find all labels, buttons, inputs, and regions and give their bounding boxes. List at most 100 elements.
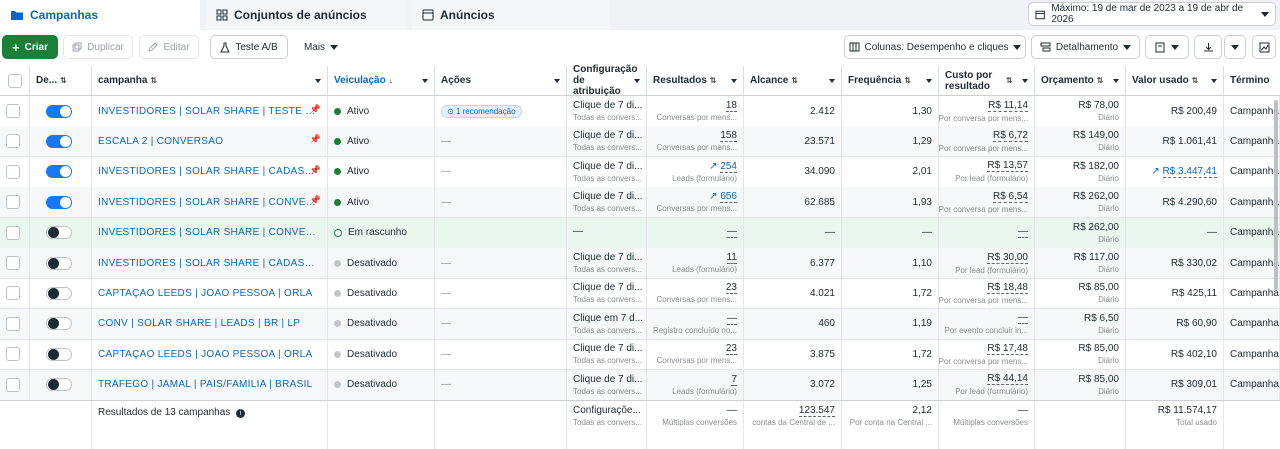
delivery-toggle[interactable] bbox=[46, 226, 72, 240]
delivery-toggle[interactable] bbox=[46, 195, 72, 209]
campaign-name-link[interactable]: INVESTIDORES | SOLAR SHARE | CONVERSÃO bbox=[98, 196, 320, 208]
header-budget[interactable]: Orçamento ⇅ bbox=[1035, 66, 1126, 96]
campaign-name-link[interactable]: CONV | SOLAR SHARE | LEADS | BR | LP bbox=[98, 318, 301, 330]
delivery-toggle[interactable] bbox=[46, 347, 72, 361]
budget-value[interactable]: R$ 78,00 bbox=[1078, 100, 1119, 111]
row-checkbox[interactable] bbox=[6, 225, 20, 240]
table-row[interactable]: INVESTIDORES | SOLAR SHARE | CONVERSÃO 📌 A… bbox=[0, 187, 1280, 219]
info-icon[interactable]: i bbox=[236, 409, 246, 418]
cpr-value[interactable]: R$ 6,54 bbox=[992, 190, 1028, 203]
table-row[interactable]: TRÁFEGO | JAMAL | PAIS/FAMÍLIA | BRASIL D… bbox=[0, 369, 1280, 401]
budget-value[interactable]: R$ 6,50 bbox=[1083, 312, 1119, 324]
cpr-value[interactable]: R$ 18,48 bbox=[987, 281, 1028, 294]
pin-icon[interactable]: 📌 bbox=[309, 134, 321, 145]
delivery-toggle[interactable] bbox=[46, 134, 72, 148]
header-cost-per-result[interactable]: Custo por resultado ⇅ bbox=[939, 66, 1035, 96]
results-value[interactable]: 656 bbox=[720, 191, 737, 204]
breakdown-button[interactable]: Detalhamento bbox=[1031, 35, 1140, 59]
row-checkbox[interactable] bbox=[6, 134, 20, 149]
campaign-name-link[interactable]: CAPTAÇÃO LEEDS | JOAO PESSOA | ORLA bbox=[98, 287, 313, 299]
export-options-button[interactable] bbox=[1224, 35, 1246, 59]
edit-button[interactable]: Editar bbox=[139, 35, 199, 59]
results-value[interactable]: — bbox=[727, 226, 737, 239]
results-value[interactable]: 11 bbox=[726, 252, 737, 264]
cpr-value[interactable]: R$ 11,14 bbox=[988, 99, 1028, 112]
header-reach[interactable]: Alcance ⇅ bbox=[744, 66, 842, 96]
delivery-toggle[interactable] bbox=[46, 378, 72, 392]
pin-icon[interactable]: 📌 bbox=[309, 104, 321, 114]
header-campaign[interactable]: campanha ⇅ bbox=[92, 66, 328, 96]
delivery-toggle[interactable] bbox=[46, 165, 72, 179]
budget-value[interactable]: R$ 117,00 bbox=[1073, 252, 1119, 263]
row-checkbox[interactable] bbox=[6, 286, 20, 301]
table-row[interactable]: INVESTIDORES | SOLAR SHARE | CADASTRO ..… bbox=[0, 156, 1280, 188]
results-value[interactable]: — bbox=[727, 312, 737, 325]
campaign-name-link[interactable]: ESCALA 2 | CONVERSÃO bbox=[98, 135, 224, 147]
header-end[interactable]: Término bbox=[1224, 66, 1280, 96]
budget-value[interactable]: R$ 85,00 bbox=[1078, 282, 1119, 294]
budget-value[interactable]: R$ 182,00 bbox=[1072, 160, 1119, 172]
budget-value[interactable]: R$ 262,00 bbox=[1072, 191, 1119, 203]
reports-button[interactable] bbox=[1145, 35, 1189, 59]
campaign-name-link[interactable]: INVESTIDORES | SOLAR SHARE | CADASTRO ..… bbox=[98, 166, 320, 178]
delivery-toggle[interactable] bbox=[46, 104, 72, 118]
header-amount-spent[interactable]: Valor usado ⇅ bbox=[1126, 66, 1224, 96]
select-all-checkbox[interactable] bbox=[7, 73, 22, 88]
campaign-name-link[interactable]: INVESTIDORES | SOLAR SHARE | CADASTRO M.… bbox=[98, 257, 320, 269]
ab-test-button[interactable]: Teste A/B bbox=[210, 35, 288, 59]
delivery-toggle[interactable] bbox=[46, 317, 72, 331]
cpr-value[interactable]: R$ 30,00 bbox=[987, 251, 1028, 264]
table-row[interactable]: INVESTIDORES | SOLAR SHARE | CADASTRO M.… bbox=[0, 248, 1280, 279]
budget-value[interactable]: R$ 149,00 bbox=[1072, 130, 1119, 142]
table-row[interactable]: CAPTAÇÃO LEEDS | JOAO PESSOA | ORLA Desat… bbox=[0, 339, 1280, 371]
budget-value[interactable]: R$ 262,00 bbox=[1072, 221, 1119, 233]
row-checkbox[interactable] bbox=[6, 347, 20, 362]
table-row[interactable]: ESCALA 2 | CONVERSÃO 📌 Ativo — Clique de 7 d… bbox=[0, 126, 1280, 158]
delivery-toggle[interactable] bbox=[46, 286, 72, 300]
header-delivery-toggle[interactable]: De... ⇅ bbox=[30, 66, 92, 96]
vertical-scrollbar[interactable] bbox=[1274, 100, 1278, 290]
results-value[interactable]: 23 bbox=[725, 282, 737, 295]
row-checkbox[interactable] bbox=[6, 377, 20, 392]
campaign-name-link[interactable]: INVESTIDORES | SOLAR SHARE | CONVERSÃO .… bbox=[98, 227, 320, 239]
results-value[interactable]: 23 bbox=[725, 343, 737, 356]
tab-anuncios[interactable]: Anúncios bbox=[412, 0, 610, 30]
table-row[interactable]: CONV | SOLAR SHARE | LEADS | BR | LP Desa… bbox=[0, 308, 1280, 340]
tab-campanhas[interactable]: Campanhas bbox=[0, 0, 200, 30]
results-value[interactable]: 18 bbox=[725, 100, 737, 112]
campaign-name-link[interactable]: INVESTIDORES | SOLAR SHARE | TESTE DE C.… bbox=[98, 105, 320, 117]
charts-button[interactable] bbox=[1252, 35, 1276, 59]
results-value[interactable]: 158 bbox=[720, 130, 737, 143]
header-results[interactable]: Resultados ⇅ bbox=[647, 66, 744, 96]
budget-value[interactable]: R$ 85,00 bbox=[1078, 373, 1119, 385]
campaign-name-link[interactable]: TRÁFEGO | JAMAL | PAIS/FAMÍLIA | BRASIL bbox=[98, 379, 313, 391]
delivery-toggle[interactable] bbox=[46, 256, 72, 270]
campaign-name-link[interactable]: CAPTAÇÃO LEEDS | JOAO PESSOA | ORLA bbox=[98, 348, 313, 360]
row-checkbox[interactable] bbox=[6, 195, 20, 210]
export-button[interactable] bbox=[1194, 35, 1222, 59]
create-button[interactable]: + Criar bbox=[2, 35, 58, 59]
table-row[interactable]: CAPTAÇÃO LEEDS | JOAO PESSOA | ORLA Desat… bbox=[0, 278, 1280, 310]
more-button[interactable]: Mais bbox=[296, 35, 346, 59]
cpr-value[interactable]: — bbox=[1018, 225, 1028, 238]
row-checkbox[interactable] bbox=[6, 164, 20, 179]
header-frequency[interactable]: Frequência ⇅ bbox=[842, 66, 939, 96]
row-checkbox[interactable] bbox=[6, 256, 20, 270]
results-value[interactable]: 7 bbox=[731, 373, 737, 386]
recommendation-chip[interactable]: ⊙ 1 recomendação bbox=[441, 104, 522, 118]
columns-button[interactable]: Colunas: Desempenho e cliques bbox=[844, 35, 1026, 59]
budget-value[interactable]: R$ 85,00 bbox=[1078, 343, 1119, 355]
table-row[interactable]: INVESTIDORES | SOLAR SHARE | CONVERSÃO .… bbox=[0, 217, 1280, 249]
cpr-value[interactable]: R$ 13,57 bbox=[987, 160, 1028, 173]
pin-icon[interactable]: 📌 bbox=[309, 164, 321, 175]
cpr-value[interactable]: R$ 44,14 bbox=[987, 373, 1028, 386]
cpr-value[interactable]: — bbox=[1018, 312, 1028, 325]
row-checkbox[interactable] bbox=[6, 316, 20, 331]
tab-conjuntos[interactable]: Conjuntos de anúncios bbox=[206, 0, 406, 30]
results-value[interactable]: 254 bbox=[720, 160, 737, 173]
row-checkbox[interactable] bbox=[6, 104, 20, 118]
cpr-value[interactable]: R$ 17,48 bbox=[987, 342, 1028, 355]
header-actions[interactable]: Ações bbox=[435, 66, 567, 96]
table-row[interactable]: INVESTIDORES | SOLAR SHARE | TESTE DE C.… bbox=[0, 96, 1280, 127]
header-attribution[interactable]: Configuração de atribuição bbox=[567, 64, 647, 97]
